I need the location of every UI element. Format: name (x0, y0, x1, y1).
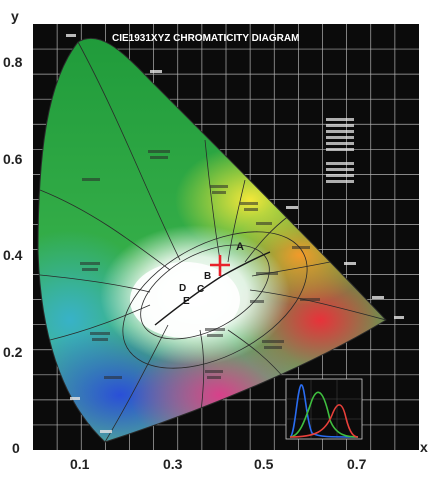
region-annotations (80, 150, 320, 379)
y-tick-label: 0.4 (3, 247, 23, 263)
planckian-locus (154, 251, 271, 326)
planckian-label-d: D (179, 283, 186, 294)
inset-spectrum-plot (285, 378, 363, 440)
planckian-label-b: B (204, 271, 211, 282)
color-region-boundaries (39, 41, 386, 443)
y-tick-label: 0.8 (3, 54, 23, 70)
y-axis-letter: y (11, 8, 19, 24)
y-tick-label: 0 (12, 440, 20, 456)
x-tick-label: 0.7 (347, 456, 367, 472)
diagram-title: CIE1931XYZ CHROMATICITY DIAGRAM (112, 33, 299, 44)
inset-green-curve (289, 391, 359, 438)
inset-red-curve (289, 404, 359, 438)
x-tick-label: 0.1 (70, 456, 90, 472)
inset-blue-curve (289, 384, 359, 438)
planckian-label-a: A (236, 241, 244, 253)
planckian-label-c: C (197, 284, 204, 295)
white-point-marker (210, 255, 230, 276)
x-axis-letter: x (420, 439, 428, 455)
legend-blocks (326, 118, 354, 183)
y-tick-label: 0.6 (3, 151, 23, 167)
planckian-label-e: E (183, 296, 190, 307)
y-tick-label: 0.2 (3, 344, 23, 360)
x-tick-label: 0.3 (163, 456, 183, 472)
locus-outline (37, 37, 387, 443)
wavelength-markers (66, 34, 404, 433)
x-tick-label: 0.5 (254, 456, 274, 472)
